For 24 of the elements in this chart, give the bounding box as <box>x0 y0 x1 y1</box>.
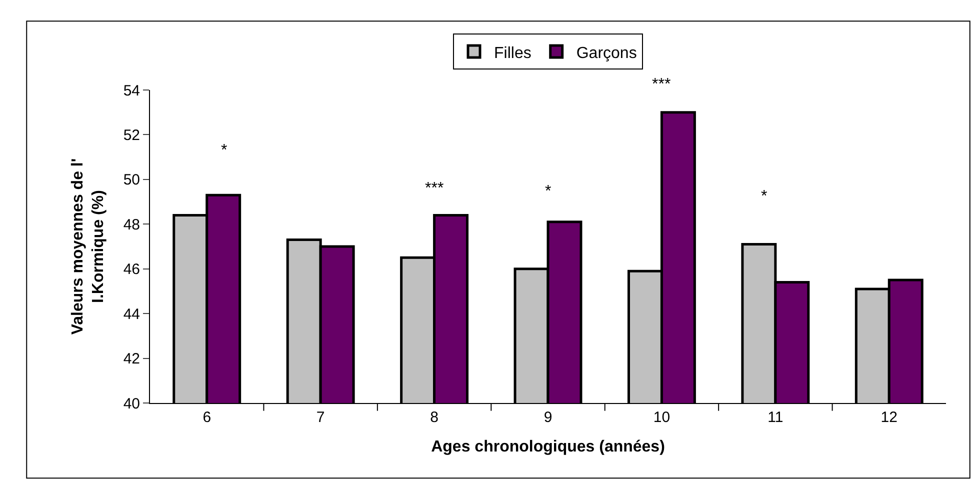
x-axis-title: Ages chronologiques (années) <box>431 438 665 456</box>
x-tick-label: 12 <box>880 409 898 426</box>
y-tick-label: 50 <box>123 172 140 189</box>
y-tick-label: 44 <box>123 306 140 323</box>
x-tick-label: 10 <box>653 409 670 426</box>
annotation: * <box>545 183 552 200</box>
y-tick-label: 46 <box>123 261 140 278</box>
x-tick-label: 11 <box>768 409 784 426</box>
legend-label: Filles <box>494 44 532 62</box>
annotation: * <box>221 142 228 159</box>
y-tick-label: 52 <box>123 126 140 144</box>
y-axis-title: Valeurs moyennes de l' I.Kormique (%) <box>69 158 108 335</box>
x-tick-label: 7 <box>316 409 325 426</box>
y-tick-label: 54 <box>123 82 140 100</box>
legend-label: Garçons <box>576 44 637 62</box>
annotation: *** <box>425 180 444 197</box>
annotation: * <box>761 188 768 205</box>
annotation: *** <box>652 76 671 93</box>
x-tick-label: 9 <box>544 409 552 426</box>
x-tick-label: 6 <box>202 409 212 426</box>
y-tick-label: 48 <box>123 216 140 234</box>
y-tick-label: 40 <box>123 395 140 412</box>
y-tick-label: 42 <box>123 350 140 368</box>
x-tick-label: 8 <box>430 409 438 426</box>
